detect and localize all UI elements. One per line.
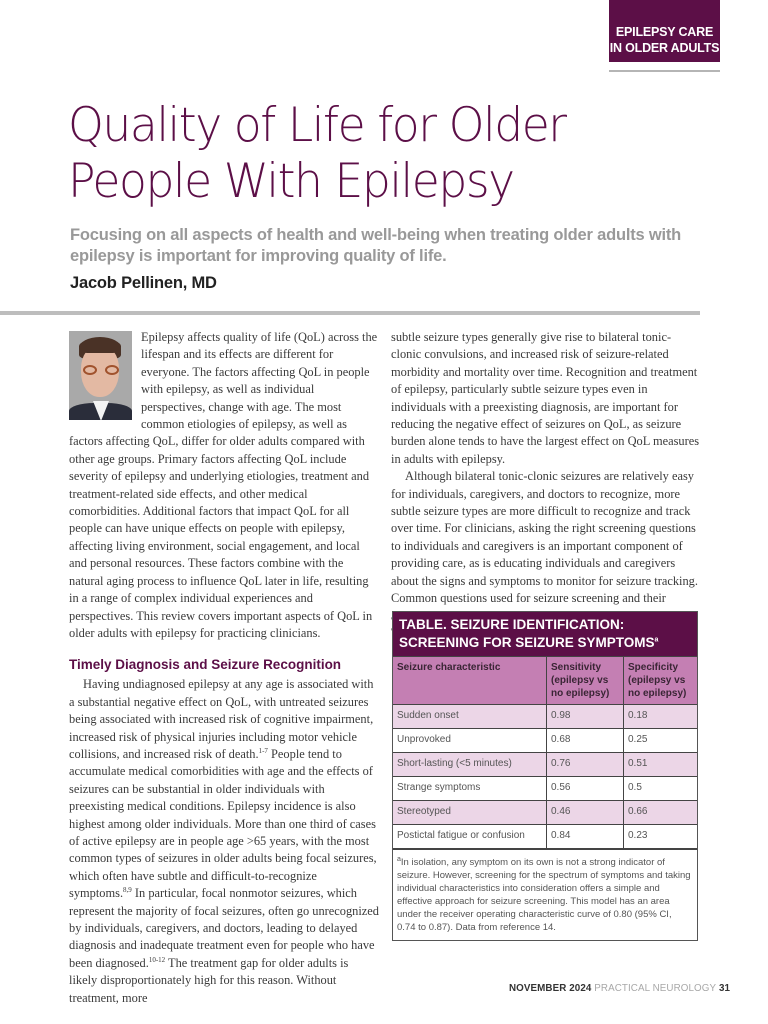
page-number: 31 (718, 983, 731, 994)
table-grid: Seizure characteristic Sensitivity (epil… (393, 656, 697, 849)
seizure-screening-table: TABLE. SEIZURE IDENTIFICATION: SCREENING… (392, 611, 698, 941)
cell-sensitivity: 0.46 (546, 800, 624, 825)
table-row: Stereotyped 0.46 0.66 (393, 800, 697, 825)
column-header-characteristic: Seizure characteristic (393, 656, 547, 705)
cell-specificity: 0.25 (623, 728, 697, 753)
intro-paragraph: Epilepsy affects quality of life (QoL) a… (69, 330, 378, 640)
citation: 8,9 (123, 886, 132, 895)
table-row: Postictal fatigue or confusion 0.84 0.23 (393, 824, 697, 849)
column-header-sensitivity: Sensitivity (epilepsy vs no epilepsy) (546, 656, 624, 705)
paragraph-text: The treatment gap for older adults is li… (69, 955, 349, 1005)
cell-characteristic: Strange symptoms (393, 776, 547, 801)
cell-specificity: 0.23 (623, 824, 697, 849)
table-row: Unprovoked 0.68 0.25 (393, 728, 697, 753)
cell-specificity: 0.18 (623, 704, 697, 729)
cell-sensitivity: 0.76 (546, 752, 624, 777)
citation: 1-7 (258, 746, 268, 755)
paragraph-text: In particular, focal nonmotor seizures, … (69, 886, 379, 970)
cell-characteristic: Short-lasting (<5 minutes) (393, 752, 547, 777)
table-footnote: aIn isolation, any symptom on its own is… (393, 849, 697, 940)
table-row: Strange symptoms 0.56 0.5 (393, 776, 697, 801)
section-tag: EPILEPSY CARE IN OLDER ADULTS (609, 0, 720, 62)
citation: 10-12 (148, 955, 166, 964)
section-tag-line1: EPILEPSY CARE (615, 25, 714, 39)
footnote-text: In isolation, any symptom on its own is … (397, 857, 691, 933)
section-tag-divider (609, 70, 720, 72)
page-footer: NOVEMBER 2024 PRACTICAL NEUROLOGY 31 (509, 983, 730, 994)
cell-characteristic: Sudden onset (393, 704, 547, 729)
section-heading: Timely Diagnosis and Seizure Recognition (69, 657, 342, 673)
table-row: Sudden onset 0.98 0.18 (393, 704, 697, 729)
article-title: Quality of Life for Older People With Ep… (68, 98, 689, 210)
cell-specificity: 0.51 (623, 752, 697, 777)
cell-sensitivity: 0.84 (546, 824, 624, 849)
cell-specificity: 0.66 (623, 800, 697, 825)
footnote-mark: a (654, 636, 659, 644)
cell-sensitivity: 0.98 (546, 704, 624, 729)
cell-sensitivity: 0.56 (546, 776, 624, 801)
cell-sensitivity: 0.68 (546, 728, 624, 753)
table-title-text: TABLE. SEIZURE IDENTIFICATION: SCREENING… (399, 617, 655, 650)
title-line-2: People With Epilepsy (68, 154, 515, 209)
article-subtitle: Focusing on all aspects of health and we… (70, 226, 682, 265)
publication-name: PRACTICAL NEUROLOGY (594, 983, 717, 994)
column-header-specificity: Specificity (epilepsy vs no epilepsy) (623, 656, 697, 705)
photo-hair-top (79, 339, 121, 353)
paragraph-text: People tend to accumulate medical comorb… (69, 746, 377, 901)
cell-characteristic: Postictal fatigue or confusion (393, 824, 547, 849)
body-column-right: subtle seizure types generally give rise… (391, 329, 701, 642)
body-column-left: Epilepsy affects quality of life (QoL) a… (69, 329, 379, 1007)
table-title: TABLE. SEIZURE IDENTIFICATION: SCREENING… (393, 612, 697, 656)
author-photo (69, 331, 132, 420)
diagnosis-paragraph-part1: Having undiagnosed epilepsy at any age i… (69, 676, 379, 1007)
author-byline: Jacob Pellinen, MD (70, 274, 217, 292)
footnote-mark: a (397, 855, 401, 863)
section-tag-line2: IN OLDER ADULTS (609, 41, 720, 55)
paragraph-text: subtle seizure types generally give rise… (391, 330, 700, 466)
photo-glasses (83, 365, 119, 375)
paragraph-text: Having undiagnosed epilepsy at any age i… (69, 677, 374, 761)
issue-date: NOVEMBER 2024 (509, 983, 592, 994)
table-row: Short-lasting (<5 minutes) 0.76 0.51 (393, 752, 697, 777)
cell-characteristic: Unprovoked (393, 728, 547, 753)
title-line-1: Quality of Life for Older (68, 98, 567, 153)
cell-characteristic: Stereotyped (393, 800, 547, 825)
diagnosis-paragraph-continued: subtle seizure types generally give rise… (391, 329, 701, 468)
cell-specificity: 0.5 (623, 776, 697, 801)
header-divider (0, 311, 700, 315)
table-header-row: Seizure characteristic Sensitivity (epil… (393, 656, 697, 705)
